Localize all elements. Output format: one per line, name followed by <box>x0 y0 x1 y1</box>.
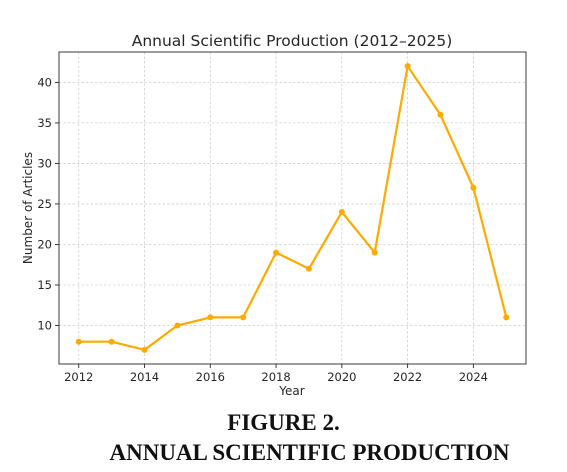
x-tick-label: 2024 <box>459 370 488 384</box>
data-point <box>273 249 280 256</box>
figure-number: FIGURE 2. <box>227 410 340 435</box>
y-tick-label: 40 <box>37 75 52 89</box>
data-point <box>338 209 345 216</box>
data-point <box>108 338 115 345</box>
data-point <box>305 265 312 272</box>
y-axis-label: Number of Articles <box>21 152 35 264</box>
y-tick-label: 10 <box>37 319 52 333</box>
data-point <box>404 63 411 70</box>
x-tick-label: 2020 <box>327 370 356 384</box>
data-point <box>240 314 247 321</box>
x-tick-label: 2014 <box>130 370 159 384</box>
y-tick-label: 15 <box>37 278 52 292</box>
y-tick-label: 35 <box>37 116 52 130</box>
data-point <box>141 346 148 353</box>
data-point <box>207 314 214 321</box>
x-axis-label: Year <box>278 384 304 398</box>
x-tick-label: 2016 <box>196 370 225 384</box>
x-tick-label: 2012 <box>64 370 93 384</box>
plot-frame <box>58 51 527 365</box>
data-point <box>75 338 82 345</box>
y-tick-label: 20 <box>37 237 52 251</box>
line-chart: Annual Scientific Production (2012–2025)… <box>21 32 527 398</box>
data-point <box>437 111 444 118</box>
figure-title: ANNUAL SCIENTIFIC PRODUCTION <box>109 440 510 465</box>
x-tick-label: 2022 <box>393 370 422 384</box>
x-tick-label: 2018 <box>261 370 290 384</box>
series-line <box>78 65 508 351</box>
axis-ticks: 2012 2014 2016 2018 2020 2022 2024 10 15 20 25 30 35… <box>37 75 488 384</box>
grid <box>59 52 526 364</box>
series-group <box>75 63 510 353</box>
y-tick-label: 30 <box>37 156 52 170</box>
chart-title: Annual Scientific Production (2012–2025) <box>132 32 453 50</box>
data-point <box>503 314 510 321</box>
data-point <box>174 322 181 329</box>
data-point <box>371 249 378 256</box>
y-tick-label: 25 <box>37 197 52 211</box>
data-point <box>470 184 477 191</box>
